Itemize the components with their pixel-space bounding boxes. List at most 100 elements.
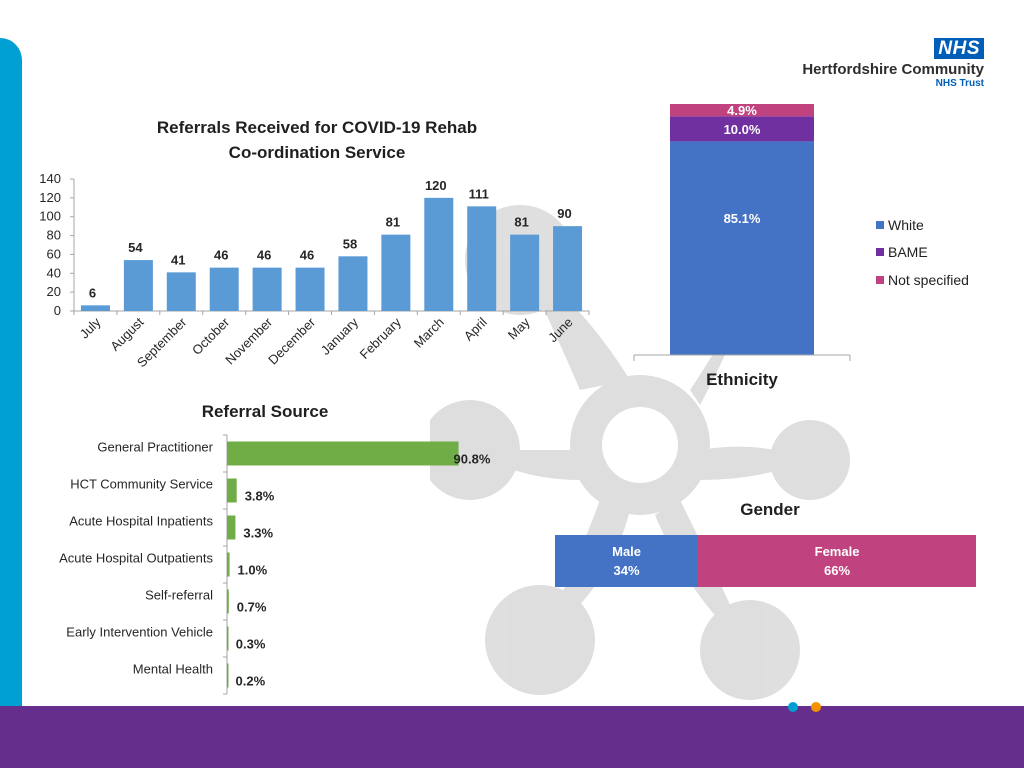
referrals-bar-september xyxy=(166,272,196,311)
source-value-label: 3.8% xyxy=(245,489,275,504)
referrals-category-label: May xyxy=(505,314,533,342)
source-value-label: 0.7% xyxy=(237,600,267,615)
ethnicity-chart: 85.1% 10.0% 4.9% xyxy=(633,103,851,361)
source-bar-early-intervention-vehicle xyxy=(227,626,229,651)
referrals-bar-november xyxy=(252,267,282,311)
referrals-value-label: 81 xyxy=(514,215,528,230)
source-category-label: Self-referral xyxy=(145,588,213,603)
left-accent-bar xyxy=(0,38,22,706)
referrals-category-label: December xyxy=(265,314,318,367)
referrals-y-tick-label: 120 xyxy=(39,190,61,205)
referrals-category-label: February xyxy=(357,314,405,362)
referrals-bar-march xyxy=(424,197,454,311)
referrals-bar-october xyxy=(209,267,239,311)
gender-segment-male: Male 34% xyxy=(555,535,699,587)
source-bar-hct-community-service xyxy=(227,478,237,503)
source-category-label: HCT Community Service xyxy=(70,477,213,492)
ethnicity-legend: White BAME Not specified xyxy=(876,211,969,294)
footer-band xyxy=(0,706,1024,768)
referrals-value-label: 90 xyxy=(557,206,571,221)
gender-title: Gender xyxy=(740,500,800,519)
nhs-badge: NHS xyxy=(934,38,984,59)
gender-segment-female: Female 66% xyxy=(698,535,976,587)
legend-swatch-bame xyxy=(876,248,884,257)
referrals-value-label: 111 xyxy=(469,186,489,201)
nhs-logo: NHS Hertfordshire Community NHS Trust xyxy=(802,38,984,89)
source-bar-general-practitioner xyxy=(227,441,459,466)
referrals-y-tick-label: 140 xyxy=(39,171,61,186)
referrals-y-tick-label: 100 xyxy=(39,209,61,224)
gender-female-value: 66% xyxy=(824,563,851,578)
referrals-category-label: July xyxy=(77,314,104,341)
referrals-category-label: October xyxy=(189,314,233,358)
referrals-bar-june xyxy=(553,226,583,311)
source-category-label: Early Intervention Vehicle xyxy=(66,625,213,640)
source-value-label: 0.3% xyxy=(236,637,266,652)
referrals-bar-april xyxy=(467,206,497,311)
referrals-value-label: 54 xyxy=(128,240,143,255)
source-bar-mental-health xyxy=(227,663,229,688)
legend-label-bame: BAME xyxy=(888,244,928,261)
referrals-y-tick-label: 0 xyxy=(54,303,61,318)
gender-male-label: Male xyxy=(612,544,642,559)
referrals-value-label: 46 xyxy=(257,248,271,263)
referrals-bar-august xyxy=(123,260,153,311)
referrals-category-label: January xyxy=(318,314,362,358)
source-value-label: 90.8% xyxy=(454,452,491,467)
gender-male-value: 34% xyxy=(613,563,640,578)
legend-label-white: White xyxy=(888,216,924,233)
ethnicity-segment-label: 4.9% xyxy=(727,103,757,118)
source-value-label: 3.3% xyxy=(243,526,273,541)
referral-source-title: Referral Source xyxy=(201,402,329,421)
referrals-value-label: 120 xyxy=(425,178,447,193)
referrals-bar-may xyxy=(510,234,540,311)
source-value-label: 1.0% xyxy=(238,563,268,578)
legend-label-not-specified: Not specified xyxy=(888,271,969,288)
source-bar-acute-hospital-outpatients xyxy=(227,552,230,577)
gender-female-label: Female xyxy=(814,544,860,559)
referrals-title-line-1: Referrals Received for COVID-19 Rehab xyxy=(156,118,478,137)
source-category-label: Acute Hospital Inpatients xyxy=(69,514,213,529)
ethnicity-segment-not-specified xyxy=(670,104,814,117)
legend-item-white: White xyxy=(876,211,969,239)
referrals-value-label: 41 xyxy=(171,252,185,267)
footer-dot-orange xyxy=(811,702,821,712)
referrals-category-label: June xyxy=(545,315,576,346)
source-value-label: 0.2% xyxy=(236,674,266,689)
ethnicity-segment-label: 10.0% xyxy=(724,122,761,137)
org-subtitle: NHS Trust xyxy=(935,78,984,89)
source-category-label: General Practitioner xyxy=(97,440,213,455)
legend-item-bame: BAME xyxy=(876,239,969,267)
source-bar-acute-hospital-inpatients xyxy=(227,515,236,540)
source-bar-self-referral xyxy=(227,589,229,614)
referrals-category-label: March xyxy=(411,315,447,351)
gender-bar: Male 34% Female 66% xyxy=(555,535,976,587)
referrals-chart: 0204060801001201406July54August41Septemb… xyxy=(39,171,590,370)
referrals-y-tick-label: 40 xyxy=(47,265,61,280)
ethnicity-segment-white xyxy=(670,141,814,355)
legend-item-not-specified: Not specified xyxy=(876,266,969,294)
referrals-value-label: 46 xyxy=(300,248,314,263)
referrals-bar-july xyxy=(80,305,110,311)
referrals-category-label: August xyxy=(107,314,146,353)
referrals-value-label: 6 xyxy=(89,285,96,300)
ethnicity-title: Ethnicity xyxy=(706,370,778,389)
referrals-value-label: 46 xyxy=(214,248,228,263)
referrals-bar-december xyxy=(295,267,325,311)
legend-swatch-not-specified xyxy=(876,275,884,284)
referrals-bar-january xyxy=(338,256,368,311)
legend-swatch-white xyxy=(876,220,884,229)
referrals-y-tick-label: 60 xyxy=(47,246,61,261)
source-category-label: Mental Health xyxy=(133,662,213,677)
referrals-category-label: April xyxy=(461,314,490,343)
footer-dot-blue xyxy=(788,702,798,712)
referrals-y-tick-label: 20 xyxy=(47,284,61,299)
referrals-value-label: 58 xyxy=(343,236,357,251)
referrals-bar-february xyxy=(381,234,411,311)
referrals-value-label: 81 xyxy=(386,215,400,230)
ethnicity-segment-bame xyxy=(670,116,814,142)
referral-source-chart: General Practitioner 90.8% HCT Community S… xyxy=(59,434,491,695)
referrals-y-tick-label: 80 xyxy=(47,228,61,243)
source-category-label: Acute Hospital Outpatients xyxy=(59,551,213,566)
referrals-chart-title: Referrals Received for COVID-19 Rehab Co… xyxy=(110,115,524,165)
